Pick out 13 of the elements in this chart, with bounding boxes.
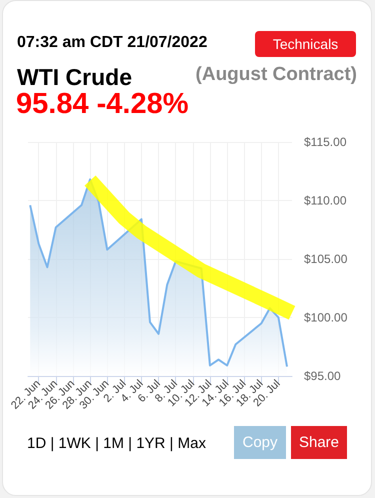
y-tick-label: $95.00: [304, 369, 342, 383]
text: 07:32 am CDT 21/07/2022: [17, 34, 208, 52]
text: Copy: [234, 426, 286, 459]
text: 95.84 -4.28%: [16, 88, 189, 121]
text: Technicals: [255, 31, 356, 57]
y-tick-label: $115.00: [304, 135, 347, 149]
y-tick-label: $110.00: [304, 194, 347, 208]
text: 1D | 1WK | 1M | 1YR | Max: [27, 435, 206, 452]
chart-subtitle: (August Contract): [196, 64, 357, 86]
y-tick-label: $100.00: [304, 310, 348, 324]
chart-title: WTI Crude: [17, 64, 132, 91]
y-tick-label: $105.00: [304, 252, 348, 266]
text: Share: [291, 426, 347, 459]
